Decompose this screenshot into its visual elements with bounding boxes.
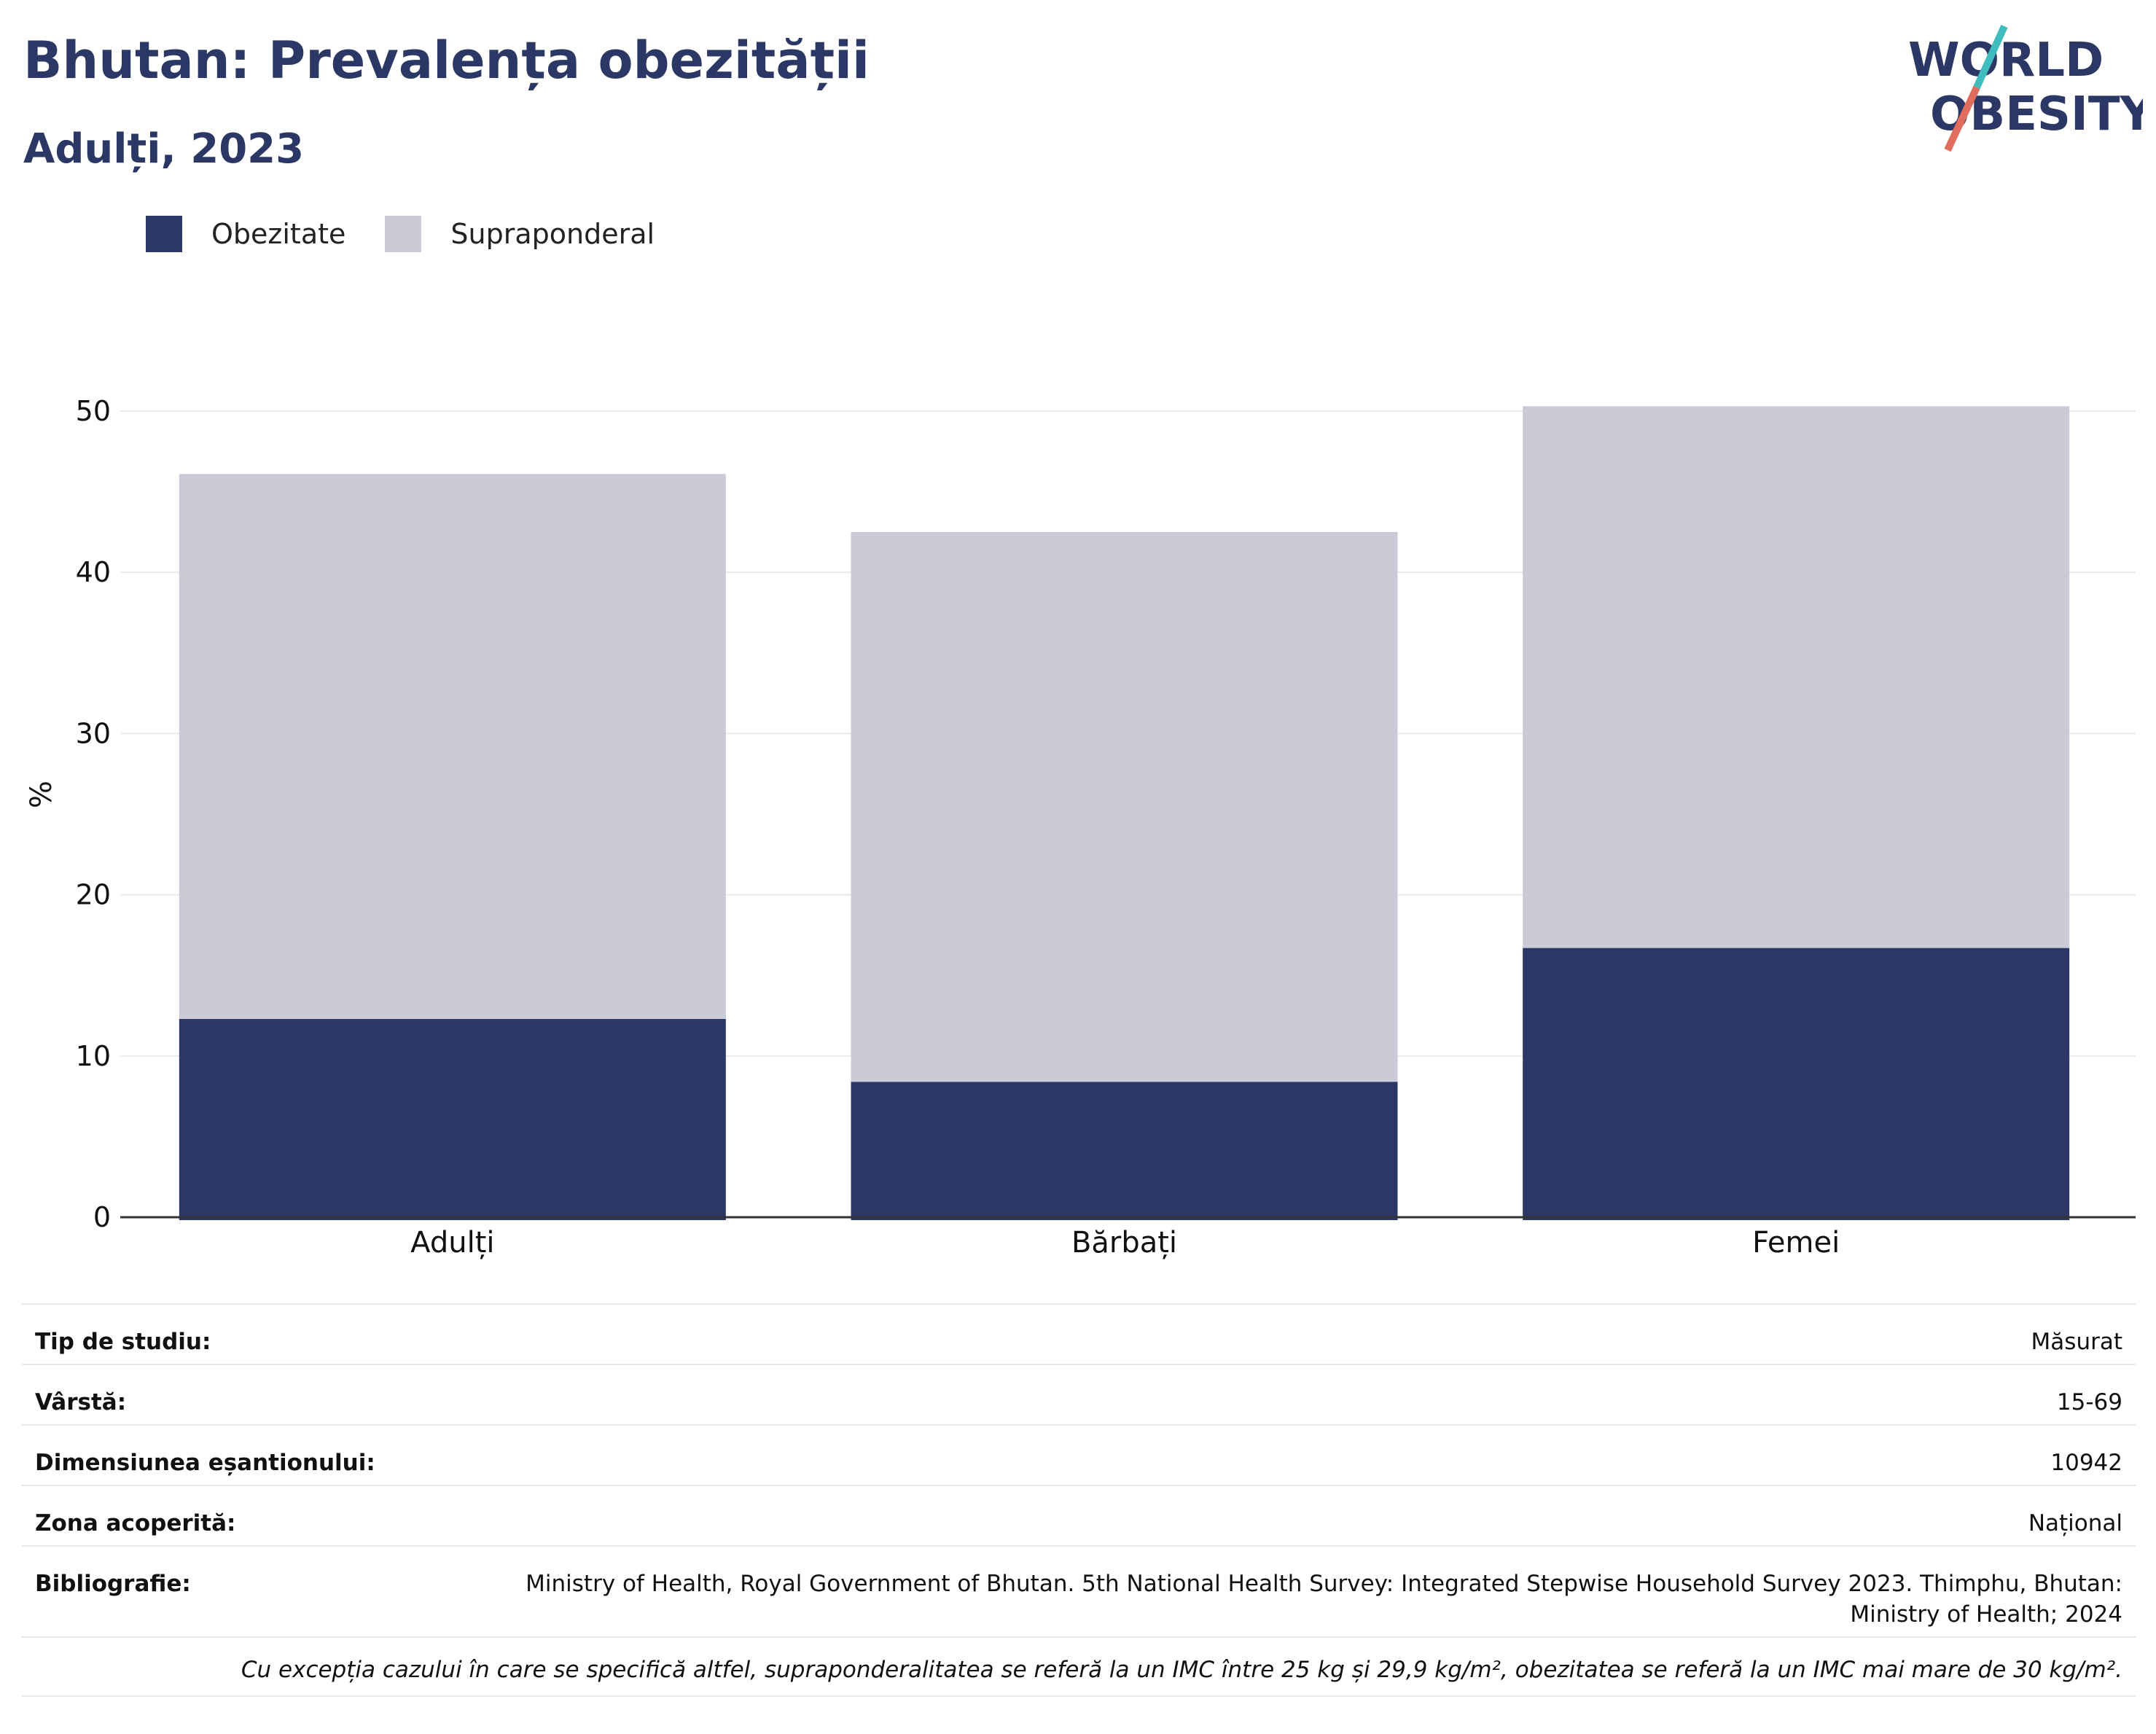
meta-key: Dimensiunea eșantionului: <box>35 1450 375 1476</box>
legend-swatch-supraponderal <box>385 216 422 252</box>
meta-row-coverage: Zona acoperită: Național <box>22 1485 2136 1545</box>
meta-row-study-type: Tip de studiu: Măsurat <box>22 1303 2136 1364</box>
y-tick-label: 50 <box>76 395 111 427</box>
legend-swatch-obezitate <box>146 216 182 252</box>
logo-word-world: WORLD <box>1908 34 2104 87</box>
meta-row-age: Vârstă: 15-69 <box>22 1364 2136 1424</box>
meta-row-sample-size: Dimensiunea eșantionului: 10942 <box>22 1424 2136 1485</box>
meta-value: Măsurat <box>2031 1329 2122 1355</box>
meta-row-bibliography: Bibliografie: Ministry of Health, Royal … <box>22 1545 2136 1636</box>
y-tick-label: 10 <box>76 1040 111 1072</box>
meta-value: Național <box>2028 1510 2122 1536</box>
meta-value: Ministry of Health, Royal Government of … <box>526 1571 2122 1628</box>
meta-key: Tip de studiu: <box>35 1329 211 1355</box>
world-obesity-logo: WORLD OBESITY <box>1908 24 2143 152</box>
y-tick-label: 20 <box>76 879 111 911</box>
logo-slash-teal <box>1973 24 2008 90</box>
y-tick-label: 40 <box>76 556 111 588</box>
x-category-label: Bărbați <box>1071 1226 1177 1260</box>
y-tick-label: 0 <box>93 1201 111 1233</box>
y-axis-label: % <box>25 781 58 808</box>
x-category-label: Femei <box>1752 1226 1840 1260</box>
meta-key: Vârstă: <box>35 1389 127 1415</box>
bar-supraponderal <box>851 531 1398 1082</box>
meta-value: 10942 <box>2050 1450 2122 1476</box>
bar-supraponderal <box>179 474 726 1019</box>
chart-legend: Obezitate Supraponderal <box>146 216 694 252</box>
study-details-table: Tip de studiu: Măsurat Vârstă: 15-69 Dim… <box>22 1303 2136 1697</box>
chart-subtitle: Adulți, 2023 <box>23 125 305 173</box>
stacked-bar-chart: 0 10 20 30 40 50% Adulți Bărbați Femei <box>25 395 2136 1260</box>
legend-item-obezitate[interactable]: Obezitate <box>146 216 345 252</box>
bar-obezitate <box>851 1082 1398 1220</box>
meta-key: Zona acoperită: <box>35 1510 236 1536</box>
bar-obezitate <box>179 1018 726 1220</box>
meta-key: Bibliografie: <box>35 1571 191 1597</box>
legend-label-obezitate: Obezitate <box>211 218 346 250</box>
bar-supraponderal <box>1523 406 2070 948</box>
bmi-footnote: Cu excepția cazului în care se specifică… <box>22 1636 2136 1697</box>
legend-label-supraponderal: Supraponderal <box>450 218 655 250</box>
chart-title: Bhutan: Prevalența obezității <box>23 31 870 90</box>
y-tick-label: 30 <box>76 717 111 749</box>
meta-value: 15-69 <box>2056 1389 2122 1415</box>
bar-obezitate <box>1523 948 2070 1220</box>
logo-slash-coral <box>1944 85 1980 152</box>
legend-item-supraponderal[interactable]: Supraponderal <box>385 216 655 252</box>
x-category-label: Adulți <box>410 1226 494 1260</box>
